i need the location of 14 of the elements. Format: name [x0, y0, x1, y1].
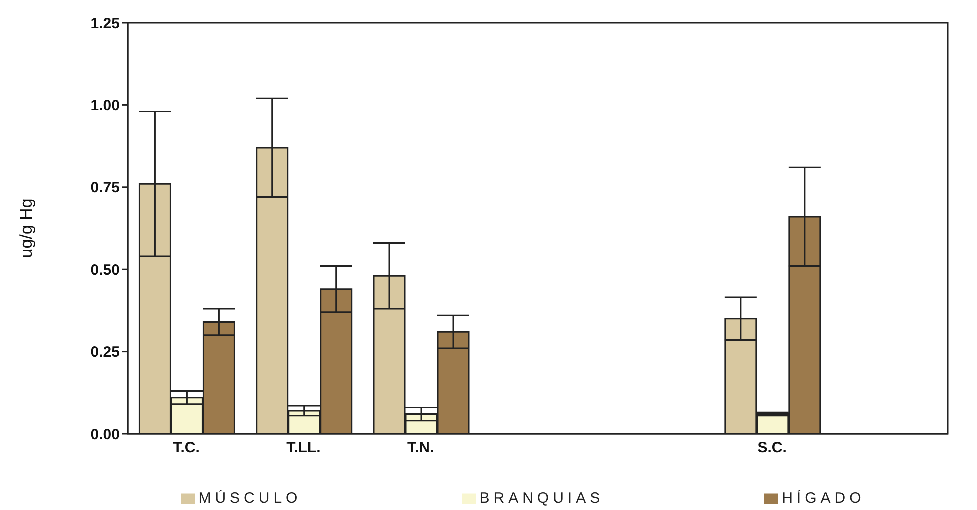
y-tick-label: 1.00	[90, 98, 120, 115]
y-tick-label: 0.25	[90, 344, 120, 362]
legend-label: HÍGADO	[782, 490, 866, 507]
x-tick-label: S.C.	[758, 440, 787, 457]
y-axis-title: ug/g Hg	[17, 198, 36, 258]
y-tick-label: 0.00	[90, 426, 120, 444]
y-tick-label: 0.75	[90, 180, 120, 197]
legend-label: BRANQUIAS	[480, 490, 604, 507]
legend-label: MÚSCULO	[198, 490, 302, 507]
x-tick-label: T.C.	[173, 440, 200, 457]
x-tick-label: T.N.	[408, 440, 434, 457]
y-tick-label: 1.25	[90, 15, 120, 32]
y-tick-label: 0.50	[90, 262, 120, 279]
x-tick-label: T.LL.	[286, 440, 321, 457]
